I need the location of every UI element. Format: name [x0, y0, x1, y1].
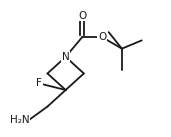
Text: F: F — [36, 78, 42, 88]
Text: H₂N: H₂N — [10, 115, 29, 125]
Text: N: N — [62, 52, 70, 62]
Text: O: O — [78, 11, 86, 21]
Text: O: O — [98, 32, 106, 42]
